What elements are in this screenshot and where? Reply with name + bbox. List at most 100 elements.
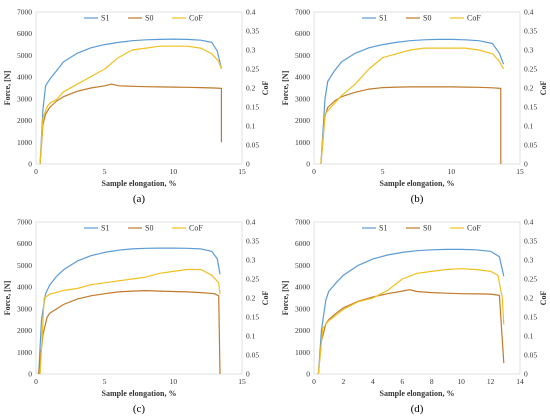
legend-label: S1 bbox=[101, 14, 109, 23]
y2-tick-label: 0.35 bbox=[524, 27, 537, 36]
y2-tick-label: 0.05 bbox=[524, 141, 537, 150]
y2-tick-label: 0 bbox=[524, 160, 528, 169]
y2-tick-label: 0.25 bbox=[246, 65, 259, 74]
y-axis-title: Force, [N] bbox=[3, 280, 12, 315]
y-tick-label: 7000 bbox=[17, 218, 32, 227]
y2-tick-label: 0.25 bbox=[524, 65, 537, 74]
legend-label: S1 bbox=[101, 224, 109, 233]
y-tick-label: 5000 bbox=[295, 261, 310, 270]
y2-tick-label: 0 bbox=[524, 370, 528, 379]
y-axis-title: Force, [N] bbox=[281, 70, 290, 105]
x-tick-label: 10 bbox=[457, 377, 465, 386]
y2-tick-label: 0.2 bbox=[524, 294, 534, 303]
y-tick-label: 7000 bbox=[17, 8, 32, 17]
legend-label: S1 bbox=[379, 224, 387, 233]
y2-tick-label: 0.4 bbox=[246, 218, 256, 227]
y-tick-label: 0 bbox=[28, 370, 32, 379]
chart-panel-2: 0 1000 2000 3000 4000 5000 6000 7000 0 0.05 0.1 0.1… bbox=[281, 8, 548, 206]
y-axis-title: Force, [N] bbox=[3, 70, 12, 105]
y-tick-label: 2000 bbox=[295, 116, 310, 125]
y-tick-label: 6000 bbox=[295, 239, 310, 248]
legend-label: CoF bbox=[189, 224, 203, 233]
x-axis-title: Sample elongation, % bbox=[102, 389, 177, 398]
x-tick-label: 10 bbox=[170, 167, 178, 176]
x-axis-title: Sample elongation, % bbox=[380, 179, 455, 188]
y2-tick-label: 0.25 bbox=[524, 275, 537, 284]
y2-tick-label: 0.15 bbox=[246, 313, 259, 322]
y2-tick-label: 0.4 bbox=[246, 8, 256, 17]
series-line-cof bbox=[39, 268, 221, 375]
y-tick-label: 6000 bbox=[17, 239, 32, 248]
y2-tick-label: 0.35 bbox=[524, 237, 537, 246]
y2-tick-label: 0.15 bbox=[524, 103, 537, 112]
panel-label: (d) bbox=[411, 403, 424, 415]
x-tick-label: 5 bbox=[103, 377, 107, 386]
panel-label: (c) bbox=[133, 403, 146, 415]
y2-tick-label: 0 bbox=[246, 160, 250, 169]
y-tick-label: 0 bbox=[28, 160, 32, 169]
series-line-cof bbox=[39, 45, 222, 165]
legend-label: S0 bbox=[423, 224, 431, 233]
y2-axis-title: CoF bbox=[539, 291, 548, 306]
y-tick-label: 7000 bbox=[295, 218, 310, 227]
series-line-cof bbox=[320, 47, 505, 165]
series-line-s1 bbox=[39, 38, 222, 165]
series-line-s0 bbox=[38, 289, 221, 375]
y-tick-label: 5000 bbox=[17, 51, 32, 60]
y2-tick-label: 0.3 bbox=[246, 256, 256, 265]
y-tick-label: 6000 bbox=[17, 29, 32, 38]
y-tick-label: 5000 bbox=[17, 261, 32, 270]
y-tick-label: 3000 bbox=[295, 304, 310, 313]
y-tick-label: 4000 bbox=[295, 283, 310, 292]
legend-label: CoF bbox=[467, 224, 481, 233]
y-tick-label: 1000 bbox=[17, 138, 32, 147]
y-tick-label: 0 bbox=[306, 160, 310, 169]
y2-tick-label: 0.3 bbox=[524, 46, 534, 55]
y2-tick-label: 0.35 bbox=[246, 27, 259, 36]
y2-tick-label: 0.1 bbox=[524, 122, 534, 131]
y-tick-label: 3000 bbox=[295, 94, 310, 103]
y2-tick-label: 0.1 bbox=[246, 122, 256, 131]
y2-tick-label: 0.1 bbox=[524, 332, 534, 341]
y-tick-label: 4000 bbox=[17, 73, 32, 82]
x-tick-label: 8 bbox=[430, 377, 434, 386]
y-tick-label: 1000 bbox=[295, 138, 310, 147]
series-line-s0 bbox=[320, 86, 502, 165]
y2-tick-label: 0.25 bbox=[246, 275, 259, 284]
x-tick-label: 4 bbox=[371, 377, 375, 386]
chart-panel-1: 0 1000 2000 3000 4000 5000 6000 7000 0 0.05 0.1 0.1… bbox=[3, 8, 270, 206]
y-tick-label: 4000 bbox=[295, 73, 310, 82]
legend-label: S0 bbox=[423, 14, 431, 23]
y-tick-label: 0 bbox=[306, 370, 310, 379]
series-line-s1 bbox=[320, 38, 505, 165]
x-tick-label: 5 bbox=[381, 167, 385, 176]
plot-area bbox=[313, 11, 521, 165]
series-line-s1 bbox=[38, 247, 221, 375]
series-line-s1 bbox=[317, 248, 505, 375]
y2-axis-title: CoF bbox=[539, 81, 548, 96]
x-tick-label: 15 bbox=[516, 167, 524, 176]
plot-area bbox=[35, 221, 243, 375]
y2-tick-label: 0.3 bbox=[524, 256, 534, 265]
x-tick-label: 15 bbox=[238, 167, 246, 176]
x-tick-label: 0 bbox=[312, 167, 316, 176]
x-tick-label: 6 bbox=[400, 377, 404, 386]
legend-label: CoF bbox=[189, 14, 203, 23]
y-tick-label: 3000 bbox=[17, 94, 32, 103]
y-tick-label: 4000 bbox=[17, 283, 32, 292]
series-line-s0 bbox=[317, 289, 505, 375]
x-tick-label: 14 bbox=[516, 377, 524, 386]
legend-label: S0 bbox=[145, 14, 153, 23]
y-axis-title: Force, [N] bbox=[281, 280, 290, 315]
x-axis-title: Sample elongation, % bbox=[380, 389, 455, 398]
y2-tick-label: 0.15 bbox=[246, 103, 259, 112]
x-tick-label: 10 bbox=[448, 167, 456, 176]
x-tick-label: 0 bbox=[34, 377, 38, 386]
chart-panel-4: 0 1000 2000 3000 4000 5000 6000 7000 0 0.05 0.1 0.1… bbox=[281, 218, 548, 416]
y2-tick-label: 0.1 bbox=[246, 332, 256, 341]
y2-tick-label: 0.2 bbox=[246, 294, 256, 303]
y2-tick-label: 0 bbox=[246, 370, 250, 379]
y2-tick-label: 0.2 bbox=[524, 84, 534, 93]
y-tick-label: 3000 bbox=[17, 304, 32, 313]
